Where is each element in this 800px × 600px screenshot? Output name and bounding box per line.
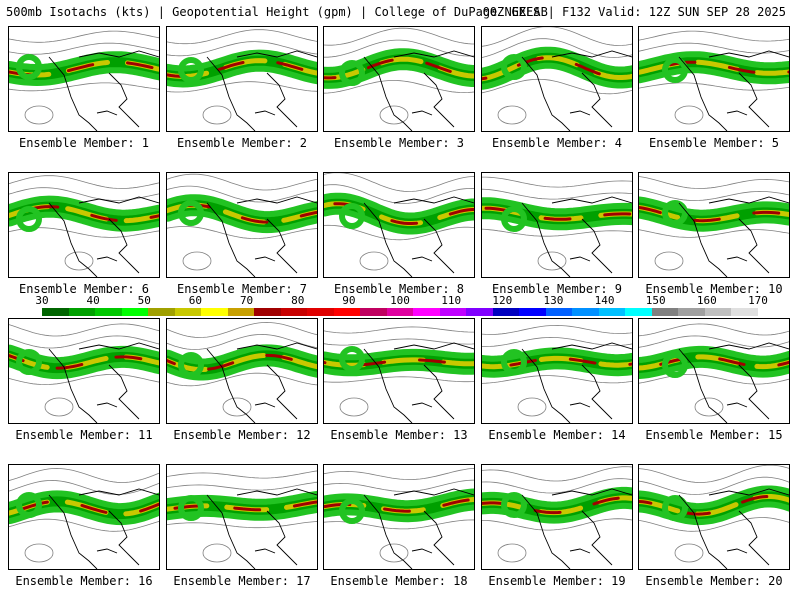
ensemble-member-label: Ensemble Member: 16 — [15, 574, 153, 588]
isotach-colorbar: 30 40 50 60 70 80 90 100 110 120 130 140 150 160 170 — [0, 294, 800, 318]
colorbar-swatch — [121, 308, 149, 316]
colorbar-swatch — [413, 308, 441, 316]
ensemble-member-label: Ensemble Member: 7 — [176, 282, 308, 296]
colorbar-tick-label: 140 — [594, 294, 615, 307]
ensemble-map-panel — [638, 26, 790, 132]
colorbar-swatch — [572, 308, 600, 316]
ensemble-member-label: Ensemble Member: 2 — [176, 136, 308, 150]
colorbar-swatch — [704, 308, 732, 316]
colorbar-swatch — [333, 308, 361, 316]
colorbar-swatch — [625, 308, 653, 316]
ensemble-member-label: Ensemble Member: 14 — [488, 428, 626, 442]
colorbar-swatch — [439, 308, 467, 316]
ensemble-map-panel — [638, 318, 790, 424]
ensemble-map-panel — [8, 318, 160, 424]
ensemble-member-label: Ensemble Member: 20 — [645, 574, 783, 588]
colorbar-tick-label: 90 — [342, 294, 356, 307]
ensemble-map-panel — [323, 464, 475, 570]
colorbar-swatch — [492, 308, 520, 316]
ensemble-map-panel — [481, 464, 633, 570]
colorbar-tick-label: 110 — [441, 294, 462, 307]
colorbar-swatch — [307, 308, 335, 316]
ensemble-member-label: Ensemble Member: 17 — [173, 574, 311, 588]
ensemble-member-label: Ensemble Member: 3 — [333, 136, 465, 150]
ensemble-map-panel — [323, 318, 475, 424]
colorbar-swatch — [95, 308, 123, 316]
colorbar-tick-label: 170 — [748, 294, 768, 307]
ensemble-map-panel — [481, 26, 633, 132]
colorbar-swatch — [360, 308, 388, 316]
colorbar-tick-label: 30 — [35, 294, 49, 307]
colorbar-swatch — [545, 308, 573, 316]
ensemble-member-label: Ensemble Member: 13 — [330, 428, 468, 442]
ensemble-member-label: Ensemble Member: 18 — [330, 574, 468, 588]
ensemble-member-label: Ensemble Member: 6 — [18, 282, 150, 296]
ensemble-map-panel — [8, 464, 160, 570]
header-run-info: 00Z GEFS | F132 Valid: 12Z SUN SEP 28 20… — [482, 5, 786, 19]
colorbar-swatch — [227, 308, 255, 316]
colorbar-swatch — [174, 308, 202, 316]
colorbar-tick-label: 160 — [696, 294, 717, 307]
colorbar-swatch — [386, 308, 414, 316]
ensemble-member-label: Ensemble Member: 9 — [491, 282, 623, 296]
colorbar-swatch — [201, 308, 229, 316]
colorbar-tick-label: 150 — [645, 294, 666, 307]
colorbar-tick-label: 70 — [239, 294, 254, 307]
colorbar-tick-label: 50 — [137, 294, 151, 307]
ensemble-member-label: Ensemble Member: 11 — [15, 428, 153, 442]
ensemble-member-label: Ensemble Member: 10 — [645, 282, 783, 296]
ensemble-member-label: Ensemble Member: 19 — [488, 574, 626, 588]
colorbar-swatch — [651, 308, 679, 316]
colorbar-tick-label: 60 — [188, 294, 203, 307]
colorbar-tick-label: 120 — [492, 294, 513, 307]
header-title: 500mb Isotachs (kts) | Geopotential Heig… — [6, 5, 548, 19]
ensemble-map-panel — [638, 172, 790, 278]
colorbar-tick-label: 40 — [86, 294, 100, 307]
ensemble-member-label: Ensemble Member: 1 — [18, 136, 150, 150]
ensemble-map-panel — [166, 318, 318, 424]
ensemble-member-label: Ensemble Member: 5 — [648, 136, 780, 150]
ensemble-map-panel — [166, 26, 318, 132]
ensemble-member-label: Ensemble Member: 12 — [173, 428, 311, 442]
ensemble-map-panel — [8, 26, 160, 132]
ensemble-member-label: Ensemble Member: 8 — [333, 282, 465, 296]
colorbar-tick-label: 80 — [291, 294, 305, 307]
colorbar-swatch — [68, 308, 96, 316]
colorbar-swatch — [466, 308, 494, 316]
colorbar-swatch — [731, 308, 759, 316]
ensemble-map-panel — [166, 172, 318, 278]
ensemble-map-panel — [481, 172, 633, 278]
colorbar-tick-label: 130 — [543, 294, 564, 307]
ensemble-map-panel — [323, 172, 475, 278]
header: 500mb Isotachs (kts) | Geopotential Heig… — [0, 0, 800, 22]
colorbar-swatch — [42, 308, 70, 316]
colorbar-swatch — [678, 308, 706, 316]
ensemble-map-panel — [323, 26, 475, 132]
ensemble-map-panel — [638, 464, 790, 570]
ensemble-member-label: Ensemble Member: 15 — [645, 428, 783, 442]
colorbar-tick-label: 100 — [390, 294, 410, 307]
colorbar-swatch — [598, 308, 626, 316]
colorbar-swatch — [254, 308, 282, 316]
ensemble-member-label: Ensemble Member: 4 — [491, 136, 623, 150]
colorbar-swatch — [280, 308, 308, 316]
ensemble-map-panel — [481, 318, 633, 424]
ensemble-map-panel — [8, 172, 160, 278]
colorbar-swatch — [148, 308, 176, 316]
colorbar-swatch — [519, 308, 547, 316]
ensemble-map-panel — [166, 464, 318, 570]
